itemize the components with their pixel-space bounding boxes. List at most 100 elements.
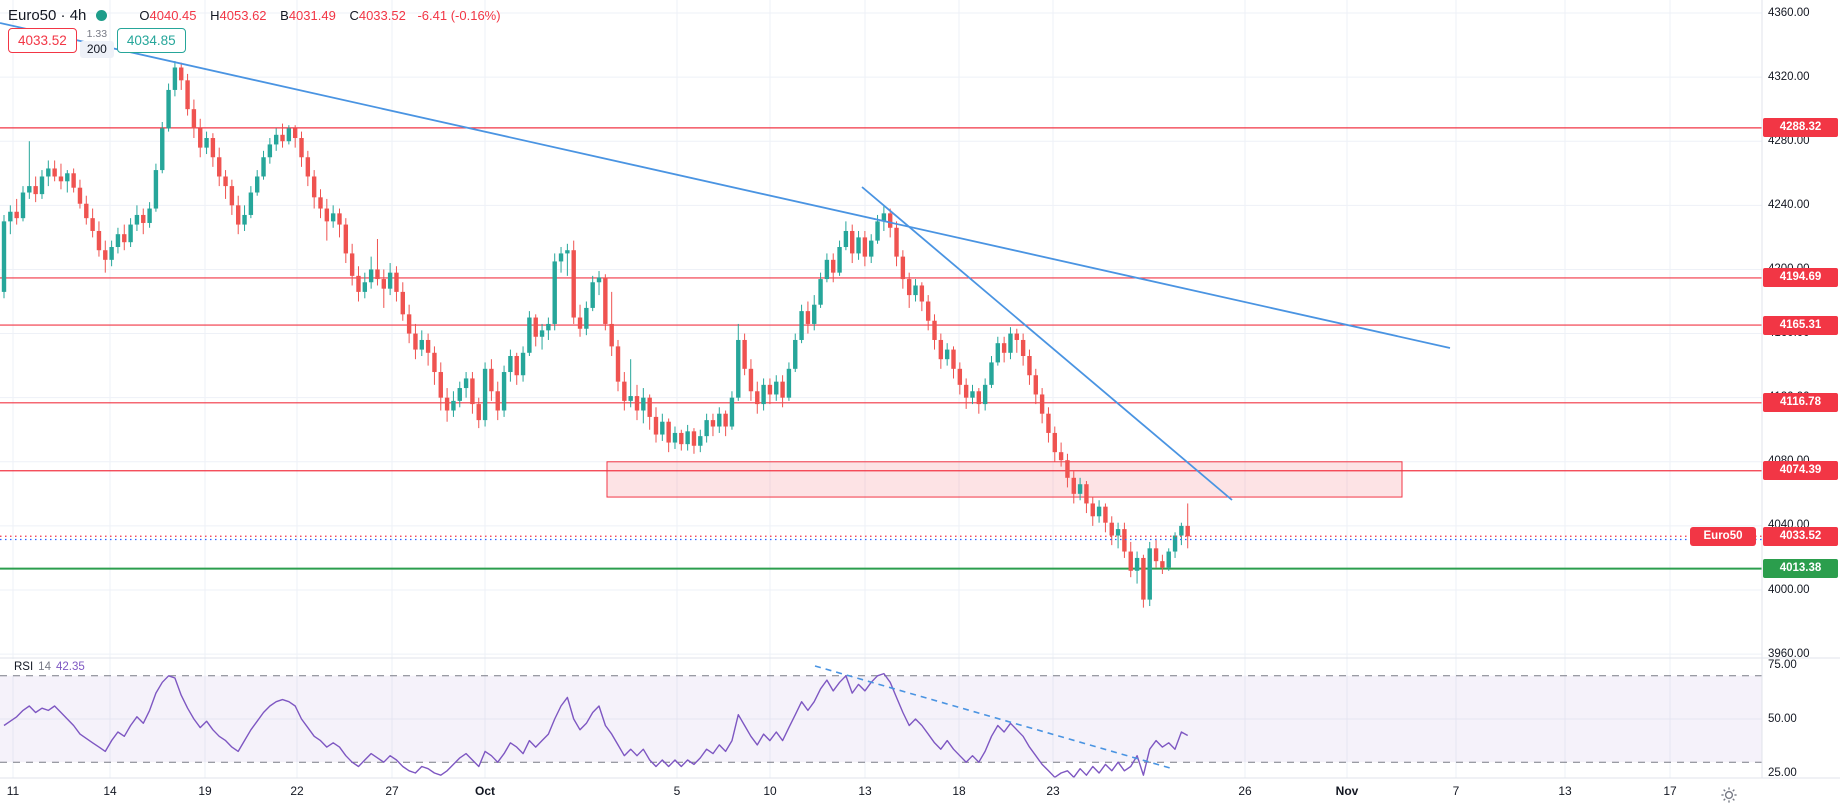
candle-body xyxy=(292,128,298,139)
candle-body xyxy=(1071,477,1076,494)
candle-body xyxy=(1058,452,1064,461)
candle-body xyxy=(799,311,804,340)
candle-body xyxy=(1,221,7,292)
candle-body xyxy=(710,420,716,427)
candle-body xyxy=(843,230,849,248)
candle-body xyxy=(311,176,317,198)
candle-body xyxy=(957,368,963,385)
candle-body xyxy=(584,307,589,329)
candle-body xyxy=(628,396,633,401)
supply-zone[interactable] xyxy=(606,461,1403,498)
candle-body xyxy=(185,80,190,110)
time-axis-label: 14 xyxy=(103,784,117,798)
candle-body xyxy=(1115,529,1121,536)
candle-body xyxy=(660,421,665,435)
candle-body xyxy=(33,186,38,195)
candle-body xyxy=(666,421,671,443)
candle-body xyxy=(938,339,944,360)
resistance-price-chip: 4074.39 xyxy=(1763,461,1838,481)
time-axis-label: Nov xyxy=(1335,784,1359,798)
candle-body xyxy=(267,144,273,158)
candle-body xyxy=(451,400,456,411)
candle-body xyxy=(58,176,64,182)
candle-body xyxy=(191,109,197,129)
candle-body xyxy=(951,349,956,369)
trendline[interactable] xyxy=(0,22,1451,349)
candle-body xyxy=(1046,413,1051,433)
ma-value-tag[interactable]: 4034.85 xyxy=(116,28,186,53)
candle-body xyxy=(888,213,893,228)
ohlc-bid-value: 4031.49 xyxy=(288,7,336,23)
candle-body xyxy=(299,138,304,158)
time-axis-label: Oct xyxy=(474,784,496,798)
candle-body xyxy=(77,187,83,204)
ohlc-high-value: 4053.62 xyxy=(219,7,267,23)
candle-body xyxy=(46,168,51,177)
candle-body xyxy=(381,279,386,289)
candle-body xyxy=(894,227,899,257)
price-alert-tag[interactable]: 4033.52 xyxy=(8,28,77,53)
candle-body xyxy=(774,381,779,395)
ohlc-open-key: O xyxy=(139,7,150,23)
candle-body xyxy=(742,339,747,369)
candle-body xyxy=(514,355,519,376)
candle-body xyxy=(356,275,361,292)
candle-body xyxy=(615,346,621,382)
candle-body xyxy=(432,352,437,373)
candle-body xyxy=(1179,525,1184,536)
price-tick-label: 3960.00 xyxy=(1768,647,1810,660)
candle-body xyxy=(869,240,874,257)
candle-body xyxy=(400,291,405,315)
candle-body xyxy=(780,381,785,398)
candle-body xyxy=(533,317,538,337)
candle-body xyxy=(634,396,640,411)
candle-body xyxy=(736,339,741,398)
time-axis-label: 26 xyxy=(1238,784,1252,798)
candle-body xyxy=(1001,343,1007,353)
ma-settings-tag[interactable]: 1.33 200 xyxy=(79,28,114,58)
candle-body xyxy=(913,285,918,296)
candle-body xyxy=(717,413,722,427)
candle-body xyxy=(109,247,114,260)
time-axis-label: 10 xyxy=(763,784,777,798)
candle-body xyxy=(14,211,19,219)
candle-body xyxy=(122,234,127,243)
time-axis-label: 23 xyxy=(1046,784,1060,798)
timezone-settings-gear-icon[interactable] xyxy=(1721,787,1737,803)
candle-body xyxy=(1128,551,1133,571)
candle-body xyxy=(919,285,925,302)
candle-body xyxy=(837,247,842,273)
candle-body xyxy=(457,388,462,401)
price-tick-label: 4360.00 xyxy=(1768,6,1810,19)
candle-body xyxy=(558,253,564,262)
candle-body xyxy=(577,317,583,329)
symbol-interval-title[interactable]: Euro50 · 4h xyxy=(8,6,87,24)
time-axis-label: 5 xyxy=(673,784,681,798)
resistance-price-chip: 4116.78 xyxy=(1763,393,1838,413)
ohlc-close-value: 4033.52 xyxy=(358,7,406,23)
time-axis-label: 7 xyxy=(1452,784,1460,798)
candle-body xyxy=(20,192,26,219)
candle-body xyxy=(444,397,450,411)
candle-body xyxy=(1027,355,1032,376)
time-axis-label: 17 xyxy=(1663,784,1677,798)
candle-body xyxy=(96,230,102,251)
symbol-price-tag: Euro50 xyxy=(1690,526,1756,546)
candle-body xyxy=(944,349,950,360)
candle-body xyxy=(653,416,659,435)
candle-body xyxy=(723,413,728,427)
trendline[interactable] xyxy=(861,186,1233,501)
candle-body xyxy=(128,224,133,243)
rsi-tick-label: 50.00 xyxy=(1768,712,1797,725)
resistance-price-chip: 4194.69 xyxy=(1763,268,1838,288)
price-tick-label: 4240.00 xyxy=(1768,198,1810,211)
candle-body xyxy=(1008,333,1013,353)
candle-body xyxy=(1014,333,1019,340)
time-axis-label: 11 xyxy=(6,784,20,798)
candle-body xyxy=(1033,375,1038,395)
candle-body xyxy=(932,320,937,340)
candle-body xyxy=(236,205,241,225)
candle-body xyxy=(71,173,76,188)
rsi-legend[interactable]: RSI 14 42.35 xyxy=(8,659,91,675)
